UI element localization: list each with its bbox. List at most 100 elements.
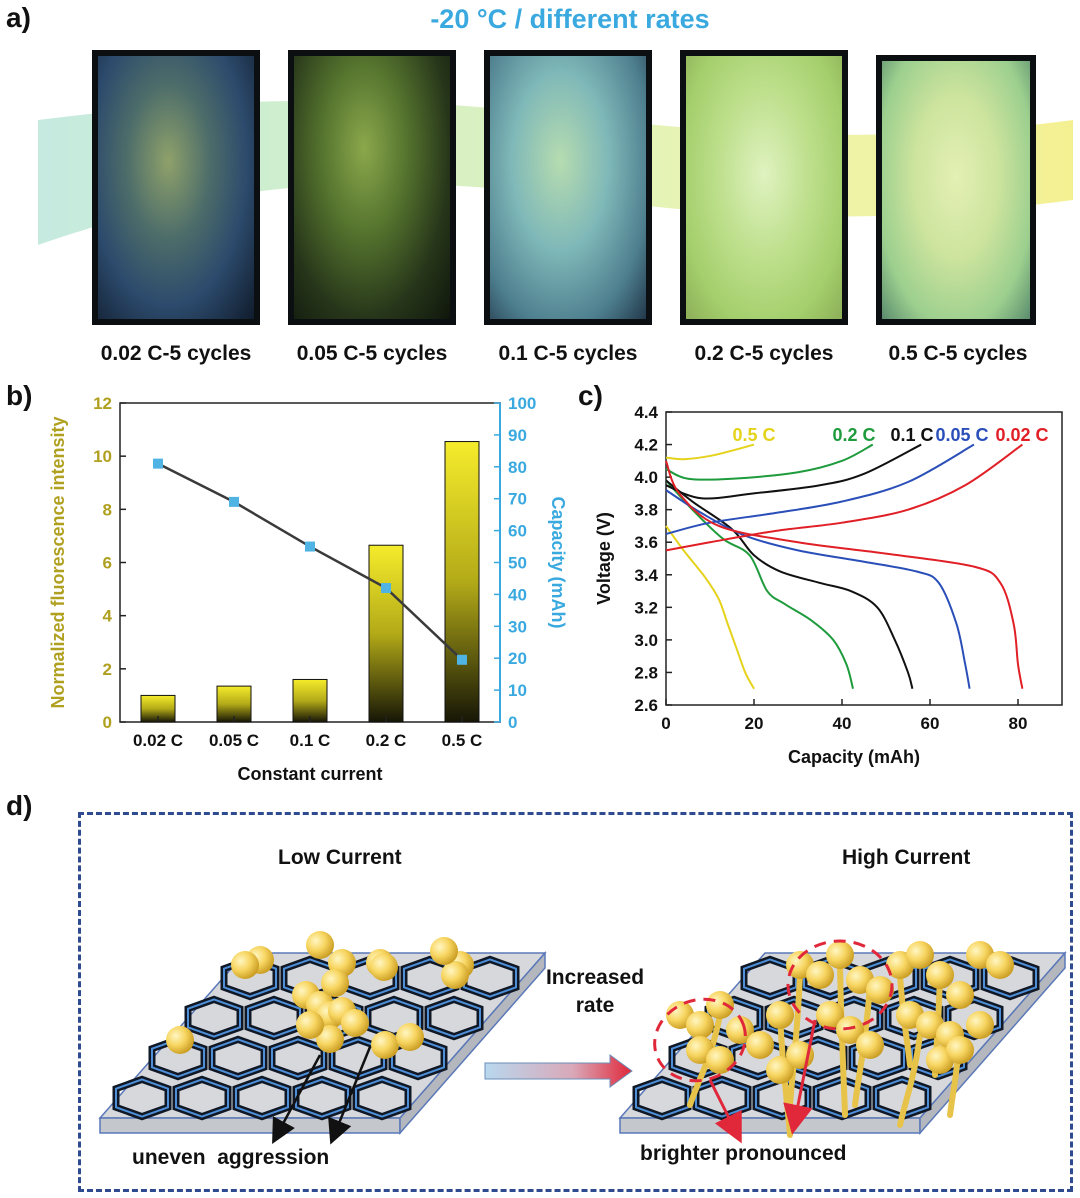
chart-b-xtick-label-2: 0.1 C [290, 731, 331, 750]
zinc-deposit-1 [231, 951, 259, 979]
zinc-deposit-10 [341, 1009, 369, 1037]
dendrite-6 [897, 1032, 923, 1128]
zinc-deposit-17 [441, 961, 469, 989]
zinc-deposit-10 [866, 976, 894, 1004]
zinc-deposit-19 [816, 1001, 844, 1029]
caption-0-5c: 0.5 C-5 cycles [888, 342, 1028, 365]
hex-ring-inner-4 [983, 958, 1037, 998]
photo-0-2c [680, 50, 848, 325]
pointer-arrow-black-1 [272, 1054, 322, 1145]
chart-b-y2tick-label-10: 100 [508, 394, 536, 413]
photo-0-05c [288, 50, 456, 325]
caption-0-2c: 0.2 C-5 cycles [694, 342, 834, 365]
chart-c-ytick-label-0: 2.6 [634, 696, 658, 715]
zinc-deposit-4 [746, 1031, 774, 1059]
zinc-deposit-18 [430, 937, 458, 965]
zinc-deposit-13 [166, 1026, 194, 1054]
zinc-deposit-11 [316, 1025, 344, 1053]
chart-b-xlabel: Constant current [237, 764, 382, 784]
chart-c-series-label-2: 0.1 C [890, 425, 933, 445]
chart-b-y2tick-label-0: 0 [508, 713, 517, 732]
chart-b-bar-3 [368, 544, 404, 723]
chart-b-xtick-label-3: 0.2 C [366, 731, 407, 750]
chart-c-series-label-3: 0.05 C [935, 425, 988, 445]
hex-ring-inner-18 [815, 1078, 869, 1118]
high-current-scene [618, 939, 1067, 1144]
chart-c-xtick-label-1: 20 [745, 714, 764, 733]
hex-ring-inner-17 [755, 1078, 809, 1118]
panel-b-label: b) [6, 380, 33, 411]
chart-c-ytick-label-5: 3.6 [634, 533, 658, 552]
zinc-deposit-14 [371, 1031, 399, 1059]
substrate-front [619, 1117, 921, 1134]
zinc-deposit-28 [966, 1011, 994, 1039]
hex-ring-inner-0 [223, 958, 277, 998]
high-current-title: High Current [842, 846, 971, 869]
chart-c-xlabel: Capacity (mAh) [788, 747, 920, 767]
chart-b-ytick-label-2: 4 [103, 607, 113, 626]
chart-b-capacity-line [157, 462, 463, 661]
photo-0-02c [92, 50, 260, 325]
chart-b-y2label: Capacity (mAh) [548, 496, 568, 628]
zinc-deposit-13 [926, 961, 954, 989]
schematic-box [78, 812, 1073, 1192]
chart-c-ytick-label-9: 4.4 [634, 403, 658, 422]
chart-b-y2tick-label-8: 80 [508, 458, 527, 477]
chart-b-bar-4 [444, 441, 480, 723]
caption-0-1c: 0.1 C-5 cycles [498, 342, 638, 365]
chart-b-capacity-point-3 [381, 583, 391, 594]
chart-b-ytick-label-1: 2 [103, 660, 112, 679]
chart-c-charge-curve-2 [665, 443, 922, 500]
chart-c-discharge-curve-1 [665, 479, 854, 689]
caption-0-05c: 0.05 C-5 cycles [296, 342, 448, 365]
zinc-deposit-2 [306, 931, 334, 959]
chart-c-discharge-curve-4 [665, 460, 1024, 689]
chart-c-xtick-label-0: 0 [661, 714, 670, 733]
chart-b-y2tick-label-7: 70 [508, 490, 527, 509]
zinc-deposit-1 [686, 1011, 714, 1039]
zinc-deposit-24 [766, 1056, 794, 1084]
zinc-deposit-12 [296, 1011, 324, 1039]
chart-b-capacity-point-4 [457, 654, 467, 665]
zinc-deposit-5 [370, 953, 398, 981]
chart-b-ytick-label-5: 10 [93, 447, 112, 466]
chart-b-xtick-label-1: 0.05 C [209, 731, 259, 750]
chart-b-ytick-label-4: 8 [103, 500, 112, 519]
highlight-ellipse-2 [786, 939, 894, 1031]
substrate-front [99, 1117, 401, 1134]
chart-c-ytick-label-7: 4.0 [634, 468, 658, 487]
low-current-title: Low Current [278, 846, 402, 869]
zinc-deposit-19 [321, 969, 349, 997]
chart-c-charge-curve-1 [665, 443, 874, 481]
photo-0-1c [484, 50, 652, 325]
chart-b-ytick-label-3: 6 [103, 554, 112, 573]
chart-c-discharge-curve-3 [665, 489, 971, 689]
zinc-deposit-5 [766, 1001, 794, 1029]
panel-a-title: -20 °C / different rates [430, 4, 710, 34]
chart-b-y2tick-label-4: 40 [508, 585, 527, 604]
panel-c-label: c) [578, 380, 603, 411]
chart-b-y2tick-label-9: 90 [508, 426, 527, 445]
hex-ring-inner-15 [635, 1078, 689, 1118]
zinc-deposit-8 [826, 941, 854, 969]
chart-c-frame [665, 411, 1063, 706]
zinc-deposit-7 [806, 961, 834, 989]
chart-b-capacity-point-1 [229, 496, 239, 507]
chart-c-ytick-label-1: 2.8 [634, 663, 658, 682]
increased-rate-arrow [484, 1054, 633, 1088]
chart-b-y2tick-label-5: 50 [508, 554, 527, 573]
hex-ring-inner-6 [247, 998, 301, 1038]
chart-c-ytick-label-2: 3.0 [634, 631, 658, 650]
chart-b-y2tick-label-2: 20 [508, 649, 527, 668]
chart-c-charge-curve-3 [665, 443, 975, 536]
zinc-deposit-23 [706, 1046, 734, 1074]
chart-c-xtick-label-3: 60 [921, 714, 940, 733]
hex-ring-inner-13 [851, 1038, 905, 1078]
chart-c-charge-curve-4 [665, 443, 1023, 552]
chart-b-capacity-point-2 [305, 541, 315, 552]
chart-c-xtick-label-2: 40 [833, 714, 852, 733]
chart-c-ytick-label-6: 3.8 [634, 501, 658, 520]
chart-b: 0 2 4 6 8 10 12 0 10 20 30 40 50 60 70 80 90 100 0.02 C 0.0… [48, 394, 568, 784]
photo-0-5c [876, 55, 1036, 325]
chart-c-discharge-curve-0 [665, 525, 755, 690]
